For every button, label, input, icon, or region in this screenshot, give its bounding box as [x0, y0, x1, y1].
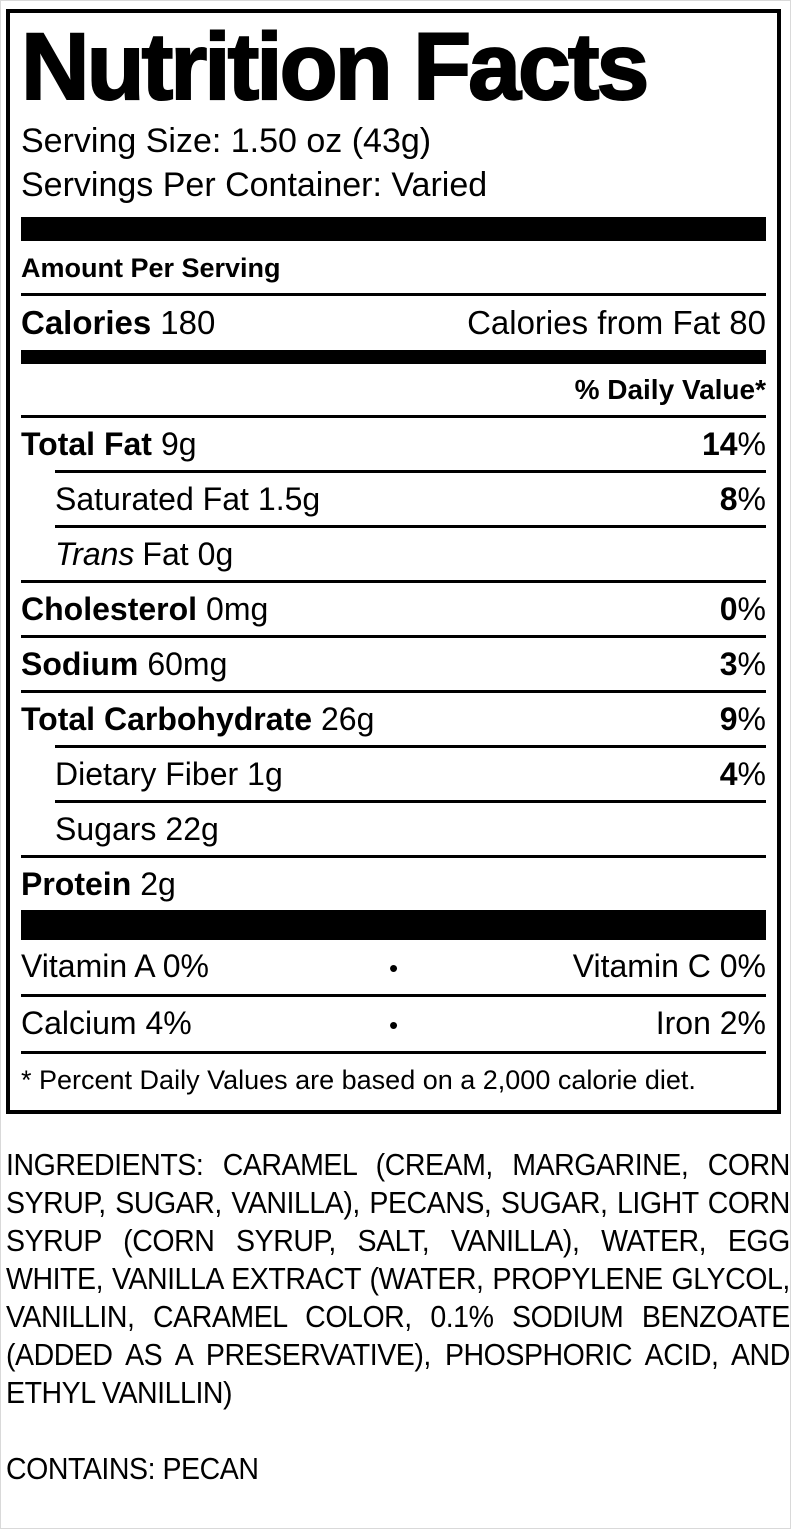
nutrient-label: Sugars [55, 811, 157, 847]
vitamin-c-value: Vitamin C 0% [572, 948, 766, 984]
nutrient-dv: 4% [719, 756, 766, 792]
nutrient-row-total-carbohydrate: Total Carbohydrate 26g 9% [21, 693, 766, 745]
amount-per-serving-heading: Amount Per Serving [21, 253, 281, 283]
nutrient-label: Sodium [21, 646, 139, 682]
nutrient-row-dietary-fiber: Dietary Fiber 1g 4% [21, 748, 766, 800]
iron-value: Iron 2% [655, 1005, 766, 1041]
bullet-separator: • [388, 953, 399, 983]
divider [21, 994, 766, 997]
calories-left: Calories 180 [21, 305, 215, 341]
nutrient-amount: 22g [165, 811, 219, 847]
nutrient-label: Total Carbohydrate [21, 701, 312, 737]
nutrient-dv: 9% [719, 701, 766, 737]
daily-value-heading: % Daily Value* [574, 374, 766, 405]
nutrient-amount: 1g [247, 756, 283, 792]
nutrient-amount: 2g [140, 866, 176, 902]
nutrient-label-italic: Trans [55, 536, 135, 572]
divider-indented [55, 745, 766, 748]
serving-size: Serving Size: 1.50 oz (43g) [21, 122, 432, 160]
micronutrient-row-minerals: Calcium 4% • Iron 2% [21, 997, 766, 1051]
divider [21, 1051, 766, 1054]
servings-per-container: Servings Per Container: Varied [21, 166, 488, 204]
nutrient-row-cholesterol: Cholesterol 0mg 0% [21, 583, 766, 635]
thick-divider-calories [21, 350, 766, 364]
nutrient-row-sugars: Sugars 22g [21, 803, 766, 855]
nutrient-amount: 9g [160, 426, 197, 462]
calories-from-fat: Calories from Fat 80 [467, 304, 766, 341]
nutrient-dv: 3% [719, 646, 766, 682]
divider-indented [55, 525, 766, 528]
nutrient-amount: 60mg [147, 646, 228, 682]
calories-label: Calories [21, 304, 152, 341]
nutrient-dv: 14% [701, 426, 766, 462]
allergen-statement: CONTAINS: PECAN [6, 1451, 259, 1486]
ingredients-statement: INGREDIENTS: CARAMEL (CREAM, MARGARINE, … [6, 1147, 790, 1410]
nutrient-amount: 0mg [206, 591, 269, 627]
thick-divider-top [21, 217, 766, 241]
nutrient-row-total-fat: Total Fat 9g 14% [21, 418, 766, 470]
thick-divider-protein [21, 910, 766, 940]
divider-indented [55, 470, 766, 473]
label-title: Nutrition Facts [20, 14, 650, 120]
nutrient-label: Protein [21, 866, 132, 902]
daily-value-footnote: * Percent Daily Values are based on a 2,… [21, 1065, 696, 1095]
divider [21, 855, 766, 858]
nutrition-facts-label: Nutrition Facts Serving Size: 1.50 oz (4… [6, 9, 781, 1114]
calories-value: 180 [160, 304, 216, 341]
divider [21, 580, 766, 583]
nutrient-label: Dietary Fiber [55, 756, 239, 792]
nutrient-row-protein: Protein 2g [21, 858, 766, 910]
divider [21, 293, 766, 296]
nutrient-dv: 8% [719, 481, 766, 517]
vitamin-a-value: Vitamin A 0% [21, 948, 209, 984]
nutrient-row-saturated-fat: Saturated Fat 1.5g 8% [21, 473, 766, 525]
nutrient-label: Total Fat [21, 426, 152, 462]
divider [21, 635, 766, 638]
nutrient-label: Saturated Fat [55, 481, 249, 517]
divider [21, 690, 766, 693]
nutrient-row-trans-fat: Trans Fat 0g [21, 528, 766, 580]
below-label-text: INGREDIENTS: CARAMEL (CREAM, MARGARINE, … [6, 1146, 790, 1488]
nutrient-amount: 0g [197, 536, 234, 572]
divider [21, 415, 766, 418]
divider-indented [55, 800, 766, 803]
nutrient-label: Cholesterol [21, 591, 198, 627]
nutrient-dv: 0% [719, 591, 766, 627]
calcium-value: Calcium 4% [21, 1005, 192, 1041]
nutrient-amount: 26g [321, 701, 375, 737]
calories-row: Calories 180 Calories from Fat 80 [21, 296, 766, 350]
micronutrient-row-vitamins: Vitamin A 0% • Vitamin C 0% [21, 940, 766, 994]
nutrient-amount: 1.5g [257, 481, 321, 517]
bullet-separator: • [388, 1010, 399, 1040]
nutrient-row-sodium: Sodium 60mg 3% [21, 638, 766, 690]
nutrient-label: Fat [142, 536, 189, 572]
